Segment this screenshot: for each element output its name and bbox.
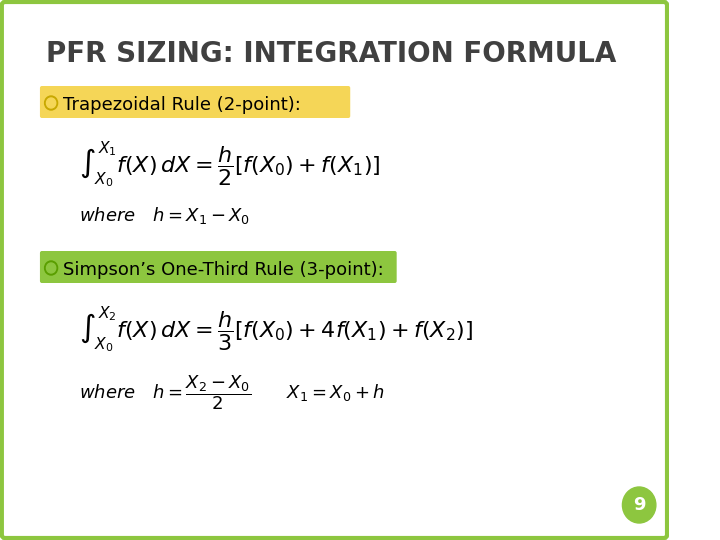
Circle shape — [45, 96, 58, 110]
Text: Simpson’s One-Third Rule (3-point):: Simpson’s One-Third Rule (3-point): — [63, 261, 384, 279]
Circle shape — [622, 487, 656, 523]
Text: 9: 9 — [633, 496, 645, 514]
Text: Trapezoidal Rule (2-point):: Trapezoidal Rule (2-point): — [63, 96, 301, 114]
Circle shape — [45, 261, 58, 275]
FancyBboxPatch shape — [2, 2, 667, 538]
Text: $\int_{X_0}^{X_2} f(X)\,dX = \dfrac{h}{3}\left[f(X_0)+4f(X_1)+f(X_2)\right]$: $\int_{X_0}^{X_2} f(X)\,dX = \dfrac{h}{3… — [79, 305, 473, 355]
Text: $\mathit{where} \quad h = \dfrac{X_2 - X_0}{2} \qquad X_1 = X_0 + h$: $\mathit{where} \quad h = \dfrac{X_2 - X… — [79, 373, 385, 411]
Text: PFR SIZING: INTEGRATION FORMULA: PFR SIZING: INTEGRATION FORMULA — [47, 40, 617, 68]
Text: $\mathit{where} \quad h = X_1 - X_0$: $\mathit{where} \quad h = X_1 - X_0$ — [79, 205, 250, 226]
Text: $\int_{X_0}^{X_1} f(X)\,dX = \dfrac{h}{2}\left[f(X_0)+f(X_1)\right]$: $\int_{X_0}^{X_1} f(X)\,dX = \dfrac{h}{2… — [79, 140, 381, 190]
FancyBboxPatch shape — [40, 86, 350, 118]
Circle shape — [47, 263, 55, 273]
Circle shape — [47, 98, 55, 108]
FancyBboxPatch shape — [40, 251, 397, 283]
